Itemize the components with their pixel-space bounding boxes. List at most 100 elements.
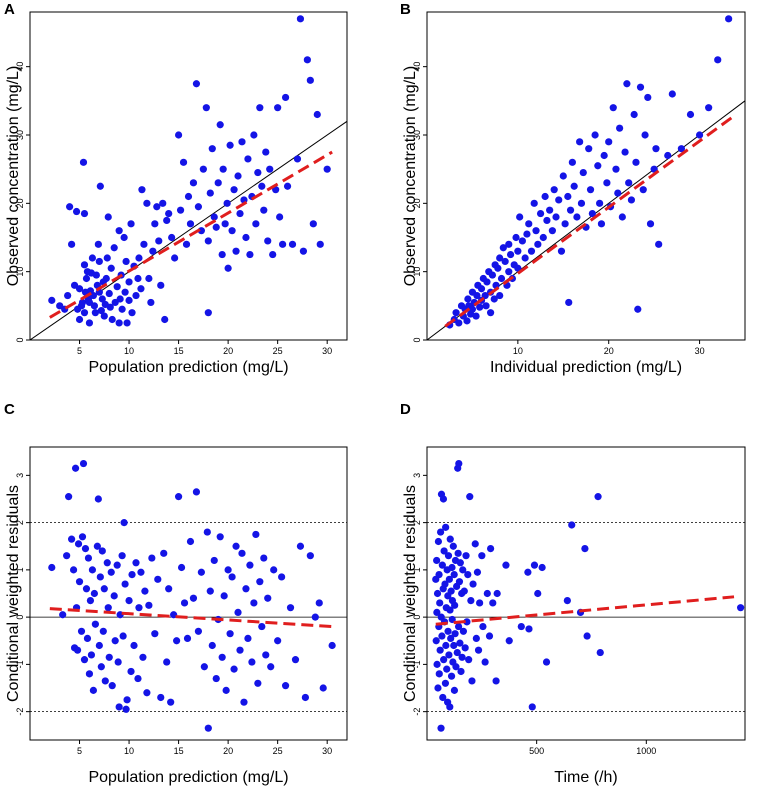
trend-line bbox=[435, 595, 735, 626]
data-point bbox=[80, 309, 89, 317]
data-point bbox=[125, 278, 133, 286]
data-point bbox=[137, 568, 145, 576]
panel-a: A 5 10 15 20 25 30 0 10 20 30 40 Population predicti… bbox=[4, 1, 348, 376]
data-point bbox=[138, 186, 146, 194]
data-point bbox=[101, 677, 109, 685]
data-point bbox=[456, 559, 464, 567]
data-point bbox=[151, 220, 159, 228]
data-point bbox=[609, 104, 617, 112]
data-point bbox=[445, 651, 453, 659]
data-point bbox=[99, 627, 107, 635]
data-point bbox=[579, 168, 587, 177]
x-tick-label: 10 bbox=[513, 346, 523, 356]
data-point bbox=[256, 578, 264, 586]
data-point bbox=[576, 138, 584, 146]
data-point bbox=[270, 566, 278, 574]
data-point bbox=[242, 233, 250, 242]
data-point bbox=[134, 674, 142, 683]
data-point bbox=[148, 554, 156, 562]
data-point bbox=[494, 264, 502, 272]
data-point bbox=[499, 244, 507, 252]
data-point bbox=[512, 233, 520, 242]
data-point bbox=[286, 604, 295, 612]
x-tick-label: 30 bbox=[695, 346, 705, 356]
data-point bbox=[151, 630, 159, 638]
data-point bbox=[110, 592, 118, 600]
data-point bbox=[594, 162, 602, 170]
data-point bbox=[600, 151, 608, 160]
data-point bbox=[174, 131, 183, 139]
data-point bbox=[103, 254, 111, 262]
data-point bbox=[493, 589, 501, 598]
data-point bbox=[254, 168, 262, 177]
data-point bbox=[145, 274, 153, 283]
data-point bbox=[650, 165, 658, 173]
data-point bbox=[104, 604, 112, 612]
data-point bbox=[238, 549, 246, 557]
data-point bbox=[176, 206, 185, 214]
data-point bbox=[459, 627, 468, 635]
data-point bbox=[182, 240, 191, 248]
data-point bbox=[583, 632, 591, 640]
data-point bbox=[309, 220, 317, 228]
data-point bbox=[447, 587, 455, 595]
data-point bbox=[73, 646, 82, 654]
data-point bbox=[128, 309, 136, 317]
x-tick-label: 15 bbox=[174, 346, 184, 356]
panel-letter: B bbox=[400, 1, 411, 18]
data-point bbox=[194, 627, 203, 635]
data-point bbox=[254, 679, 262, 687]
data-point bbox=[105, 289, 113, 298]
data-point bbox=[226, 630, 234, 638]
data-point bbox=[80, 261, 89, 269]
x-tick-label: 20 bbox=[604, 346, 614, 356]
data-point bbox=[471, 540, 479, 548]
data-point bbox=[487, 545, 495, 553]
data-point bbox=[570, 182, 578, 190]
data-point bbox=[306, 76, 314, 84]
data-point bbox=[474, 646, 483, 654]
data-point bbox=[82, 274, 91, 283]
data-point bbox=[110, 244, 118, 252]
data-point bbox=[450, 570, 458, 579]
data-point bbox=[163, 216, 171, 225]
data-point bbox=[443, 665, 451, 673]
data-point bbox=[461, 644, 469, 652]
data-point bbox=[80, 209, 89, 218]
data-point bbox=[614, 189, 622, 197]
data-point bbox=[264, 237, 272, 245]
data-point bbox=[206, 587, 214, 595]
data-point bbox=[212, 223, 220, 231]
data-point bbox=[463, 317, 471, 325]
data-point bbox=[472, 312, 480, 320]
data-point bbox=[159, 199, 167, 207]
data-point bbox=[260, 206, 268, 214]
data-point bbox=[641, 131, 649, 139]
y-tick-label: -1 bbox=[412, 660, 422, 668]
data-point bbox=[489, 599, 497, 607]
panel-letter: A bbox=[4, 1, 15, 18]
data-point bbox=[539, 233, 547, 242]
data-point bbox=[450, 686, 459, 694]
data-point bbox=[250, 599, 258, 607]
data-point bbox=[449, 542, 457, 550]
data-point bbox=[208, 641, 216, 650]
data-point bbox=[528, 703, 536, 711]
data-point bbox=[437, 724, 445, 732]
data-point bbox=[128, 570, 136, 579]
data-point bbox=[487, 309, 495, 317]
data-point bbox=[78, 298, 87, 307]
x-tick-label: 25 bbox=[273, 346, 283, 356]
data-point bbox=[291, 656, 300, 664]
data-point bbox=[80, 656, 89, 664]
data-point bbox=[436, 646, 444, 654]
data-point bbox=[93, 542, 101, 550]
data-point bbox=[439, 693, 447, 702]
panel-d: D 500 1000 -2 -1 0 1 2 3 Time (/h) Conditional wei… bbox=[400, 401, 746, 786]
data-point bbox=[438, 632, 446, 640]
data-point bbox=[121, 288, 129, 296]
data-point bbox=[216, 121, 224, 129]
data-point bbox=[186, 537, 195, 546]
data-point bbox=[197, 227, 205, 235]
data-point bbox=[189, 594, 198, 602]
